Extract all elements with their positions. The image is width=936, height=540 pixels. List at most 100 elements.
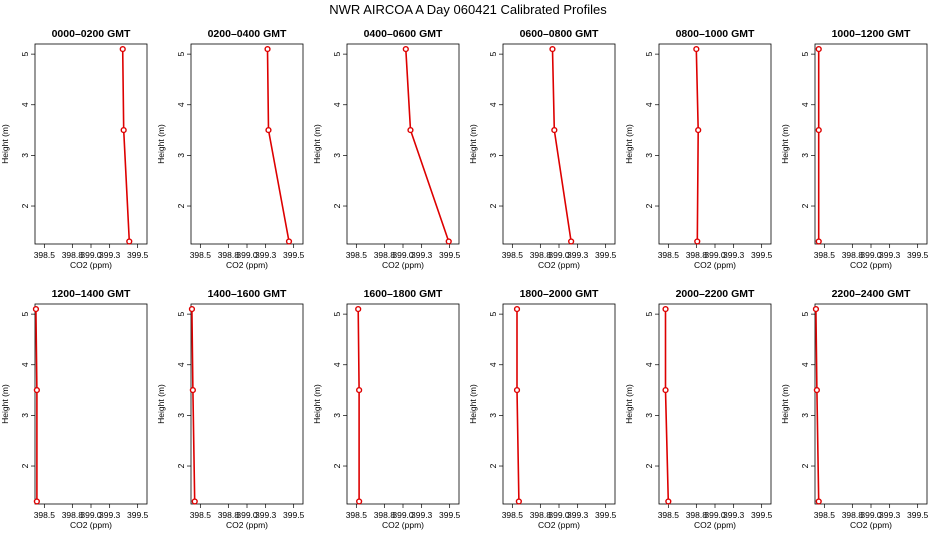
panel-title: 2000–2200 GMT (676, 288, 755, 300)
y-tick-label: 2 (176, 463, 186, 468)
x-tick-label: 398.8 (686, 250, 708, 260)
panel-title: 2200–2400 GMT (832, 288, 911, 300)
y-axis-label: Height (m) (780, 384, 790, 424)
x-tick-label: 398.8 (218, 250, 240, 260)
panel-title: 0600–0800 GMT (520, 28, 599, 40)
plot-frame (34, 303, 148, 505)
x-tick-label: 398.5 (34, 510, 56, 520)
y-tick-label: 4 (800, 362, 810, 367)
figure-title: NWR AIRCOA A Day 060421 Calibrated Profi… (329, 2, 607, 17)
profile-line (551, 49, 572, 242)
x-tick-label: 399.3 (99, 510, 121, 520)
y-tick-label: 3 (20, 413, 30, 418)
panel-title: 1600–1800 GMT (364, 288, 443, 300)
panel-title: 1000–1200 GMT (832, 28, 911, 40)
y-tick-label: 2 (800, 463, 810, 468)
plot-frame (346, 43, 460, 245)
y-tick-label: 3 (488, 153, 498, 158)
x-axis-label: CO2 (ppm) (694, 520, 736, 530)
x-tick-label: 399.0 (704, 250, 726, 260)
profile-point (693, 45, 700, 53)
profile-point (126, 238, 133, 245)
plot-frame (34, 43, 148, 245)
x-axis-label: CO2 (ppm) (226, 260, 268, 270)
y-tick-label: 4 (332, 102, 342, 107)
x-tick-label: 399.3 (411, 250, 433, 260)
profile-point (815, 45, 822, 53)
y-tick-label: 4 (488, 102, 498, 107)
y-tick-label: 4 (644, 102, 654, 107)
y-axis-label: Height (m) (312, 124, 322, 164)
profile-point (513, 305, 521, 313)
profile-point (815, 126, 822, 134)
y-tick-label: 3 (644, 413, 654, 418)
x-tick-label: 399.3 (567, 510, 589, 520)
profile-point (662, 386, 669, 394)
x-tick-label: 399.3 (723, 250, 745, 260)
profile-point (694, 238, 701, 245)
y-tick-label: 2 (644, 463, 654, 468)
x-axis-label: CO2 (ppm) (538, 260, 580, 270)
plot-frame (658, 303, 772, 505)
x-tick-label: 398.8 (62, 250, 84, 260)
plot-frame (814, 303, 928, 505)
plot-frame (346, 303, 460, 505)
y-tick-label: 5 (800, 51, 810, 56)
x-tick-label: 399.0 (548, 250, 570, 260)
x-tick-label: 398.5 (190, 250, 212, 260)
profile-line (405, 49, 450, 242)
x-tick-label: 399.3 (411, 510, 433, 520)
x-tick-label: 399.0 (392, 510, 414, 520)
x-tick-label: 399.5 (439, 250, 461, 260)
x-axis-label: CO2 (ppm) (538, 520, 580, 530)
x-tick-label: 399.5 (283, 510, 305, 520)
x-tick-label: 399.0 (860, 250, 882, 260)
profile-point (119, 45, 126, 53)
x-tick-label: 398.8 (374, 510, 396, 520)
panel-title: 1800–2000 GMT (520, 288, 599, 300)
x-tick-label: 398.8 (530, 510, 552, 520)
y-tick-label: 4 (20, 102, 30, 107)
panel-title: 0400–0600 GMT (364, 28, 443, 40)
profile-point (189, 386, 196, 394)
x-tick-label: 399.0 (236, 250, 258, 260)
y-tick-label: 3 (176, 153, 186, 158)
x-tick-label: 398.5 (190, 510, 212, 520)
plot-frame (190, 303, 304, 505)
profile-line (266, 49, 290, 242)
profile-point (815, 238, 822, 245)
x-axis-label: CO2 (ppm) (850, 520, 892, 530)
profile-point (355, 305, 362, 313)
y-axis-label: Height (m) (156, 124, 166, 164)
x-axis-label: CO2 (ppm) (382, 260, 424, 270)
y-tick-label: 2 (20, 203, 30, 208)
y-tick-label: 2 (332, 203, 342, 208)
x-tick-label: 399.5 (907, 250, 929, 260)
x-tick-label: 399.3 (255, 510, 277, 520)
x-tick-label: 399.0 (80, 250, 102, 260)
x-tick-label: 399.5 (595, 510, 617, 520)
y-axis-label: Height (m) (156, 384, 166, 424)
x-axis-label: CO2 (ppm) (70, 520, 112, 530)
profile-line (664, 309, 670, 502)
x-tick-label: 399.5 (751, 250, 773, 260)
x-axis-label: CO2 (ppm) (70, 260, 112, 270)
y-tick-label: 2 (176, 203, 186, 208)
profile-point (812, 305, 820, 313)
y-axis-label: Height (m) (468, 384, 478, 424)
profile-point (549, 45, 556, 53)
plot-frame (502, 43, 616, 245)
x-tick-label: 399.0 (548, 510, 570, 520)
x-tick-label: 398.5 (814, 250, 836, 260)
y-tick-label: 5 (20, 51, 30, 56)
y-tick-label: 2 (644, 203, 654, 208)
profile-point (695, 126, 702, 134)
x-tick-label: 398.5 (814, 510, 836, 520)
